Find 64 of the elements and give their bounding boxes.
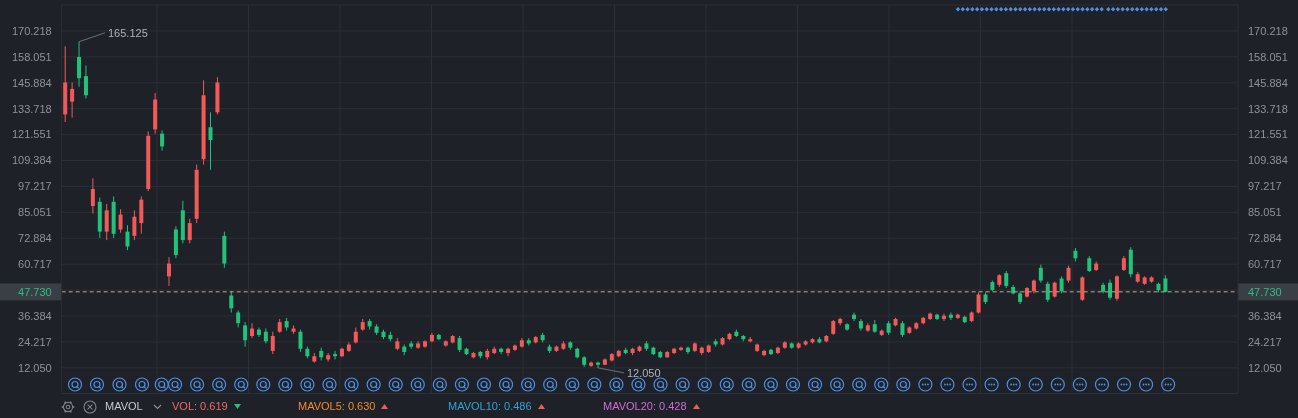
candlestick <box>139 195 144 235</box>
ref-line-label: 47.730 <box>18 285 52 298</box>
y2-tick-label: 158.051 <box>1248 50 1288 63</box>
candlestick <box>118 208 123 234</box>
candlestick <box>270 331 275 355</box>
y2-tick-label: 133.718 <box>1248 102 1288 115</box>
y2-tick-label: 170.218 <box>1248 24 1288 37</box>
y-tick-label: 97.217 <box>18 180 52 193</box>
candlestick <box>132 209 137 241</box>
text: VOL: 0.619 <box>172 399 228 414</box>
y-tick-label: 121.551 <box>11 128 52 141</box>
candlestick <box>948 312 953 321</box>
y-tick-label: 60.717 <box>18 258 52 271</box>
y2-tick-label: 145.884 <box>1248 76 1288 89</box>
candlestick <box>166 256 171 287</box>
candlestick <box>1080 275 1085 302</box>
y2-tick-label: 109.384 <box>1248 154 1288 167</box>
y-tick-label: 133.718 <box>11 102 52 115</box>
y-tick-label: 24.217 <box>18 335 52 348</box>
candlestick <box>1045 281 1050 303</box>
text: MAVOL5: 0.630 <box>298 399 376 414</box>
text: MAVOL10: 0.486 <box>448 399 532 414</box>
candlestick <box>229 290 234 314</box>
candlestick <box>104 203 109 241</box>
y-tick-label: 145.884 <box>11 76 52 89</box>
candlestick <box>208 111 213 171</box>
y-tick-label: 12.050 <box>18 361 52 374</box>
annotation: 12.050 <box>626 366 661 379</box>
text: MAVOL <box>105 399 143 414</box>
candlestick <box>256 326 261 338</box>
y-tick-label: 109.384 <box>11 154 52 167</box>
y-tick-label: 170.218 <box>11 24 52 37</box>
candlestick <box>1038 264 1043 284</box>
candlestick <box>70 82 75 119</box>
annotation: 165.125 <box>108 26 148 39</box>
y-tick-label: 72.884 <box>18 232 52 245</box>
y2-tick-label: 97.217 <box>1248 180 1282 193</box>
y-tick-label: 158.051 <box>11 50 52 63</box>
y-tick-label: 36.384 <box>18 309 52 322</box>
candlestick <box>160 129 165 152</box>
y2-tick-label: 36.384 <box>1248 309 1282 322</box>
candlestick <box>1108 279 1113 301</box>
text: 47.730 <box>1248 285 1282 298</box>
y2-tick-label: 60.717 <box>1248 258 1282 271</box>
candlestick <box>250 322 255 339</box>
candlestick <box>125 224 130 251</box>
candlestick <box>187 218 192 244</box>
candlestick <box>326 352 331 363</box>
candlestick <box>499 347 504 355</box>
candlestick <box>941 313 946 322</box>
candlestick <box>976 291 981 315</box>
candlestick <box>1114 274 1119 302</box>
candlestick <box>243 321 248 348</box>
y2-tick-label: 12.050 <box>1248 361 1282 374</box>
y2-tick-label: 85.051 <box>1248 206 1282 219</box>
candlestick <box>83 64 88 99</box>
candlestick <box>77 41 82 88</box>
text: MAVOL20: 0.428 <box>603 399 687 414</box>
y2-tick-label: 24.217 <box>1248 335 1282 348</box>
y-tick-label: 85.051 <box>18 206 52 219</box>
candlestick <box>298 329 303 353</box>
y2-tick-label: 72.884 <box>1248 232 1282 245</box>
candlestick <box>90 177 95 215</box>
y2-tick-label: 121.551 <box>1248 128 1288 141</box>
